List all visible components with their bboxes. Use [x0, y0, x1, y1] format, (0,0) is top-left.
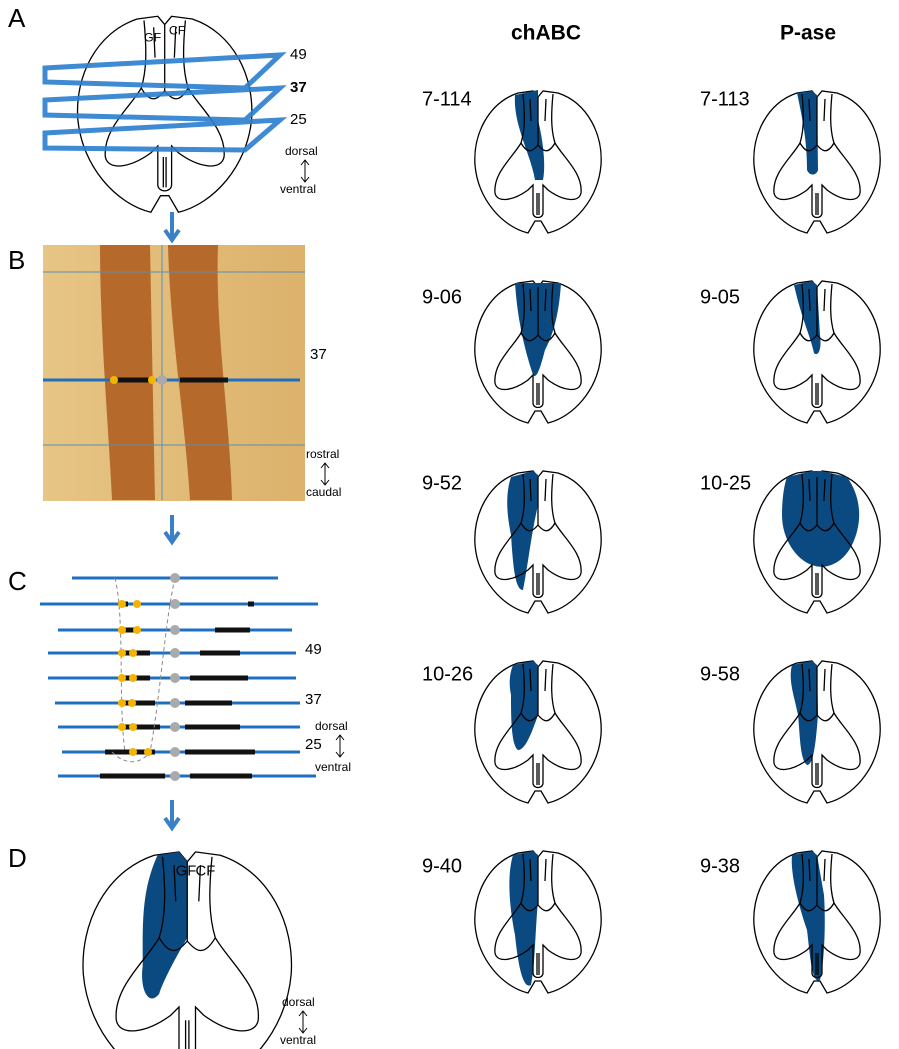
micrograph	[43, 245, 305, 501]
level-label: 37	[290, 79, 307, 96]
column-title: P-ase	[780, 22, 836, 45]
panel-label: C	[8, 566, 27, 596]
section-diagram	[475, 471, 601, 613]
cord-diagram: GF CF	[83, 852, 291, 1049]
axis-arrow	[336, 735, 344, 757]
axis-label: caudal	[306, 485, 341, 499]
panel-label: A	[8, 3, 26, 33]
column-title: chABC	[511, 22, 581, 45]
section-diagram	[754, 851, 880, 993]
level-label: 25	[305, 736, 322, 753]
level-label: 37	[305, 691, 322, 708]
section-label: 10-26	[422, 663, 473, 685]
section-diagram	[475, 851, 601, 993]
section-label: 9-40	[422, 855, 462, 877]
section-diagram	[754, 471, 880, 613]
section-label: 9-58	[700, 663, 740, 685]
axis-arrow	[301, 160, 309, 182]
flow-arrow	[165, 212, 179, 240]
axis-label: rostral	[306, 447, 339, 461]
section-label: 9-06	[422, 286, 462, 308]
axis-label: dorsal	[285, 144, 318, 158]
figure: A GF CF 49 37 25 dorsal ventral B 37 ros…	[0, 0, 899, 1049]
level-label: 49	[290, 46, 307, 63]
section-label: 7-114	[422, 88, 472, 110]
level-label: 49	[305, 641, 322, 658]
section-diagram	[475, 90, 601, 233]
tract-label: CF	[196, 864, 216, 880]
section-diagram	[754, 281, 880, 423]
section-label: 9-52	[422, 472, 462, 494]
tract-label: GF	[176, 864, 197, 880]
axis-label: ventral	[280, 1033, 316, 1047]
section-label: 10-25	[700, 472, 751, 494]
section-label: 9-38	[700, 855, 740, 877]
section-diagram	[754, 661, 880, 803]
axis-label: dorsal	[282, 995, 315, 1009]
section-label: 7-113	[700, 88, 750, 110]
level-label: 25	[290, 111, 307, 128]
reconstruction	[40, 573, 318, 781]
tract-label: CF	[169, 24, 186, 38]
tract-label: GF	[144, 31, 162, 45]
flow-arrow	[165, 515, 179, 542]
level-label: 37	[310, 346, 327, 363]
axis-label: ventral	[315, 760, 351, 774]
section-label: 9-05	[700, 286, 740, 308]
axis-label: ventral	[280, 182, 316, 196]
axis-arrow	[321, 463, 329, 485]
axis-label: dorsal	[315, 719, 348, 733]
flow-arrow	[165, 800, 179, 828]
panel-label: D	[8, 843, 27, 873]
section-diagram	[475, 281, 601, 423]
axis-arrow	[299, 1011, 307, 1033]
section-diagram	[754, 91, 880, 233]
section-diagram	[475, 661, 601, 803]
panel-label: B	[8, 245, 25, 275]
